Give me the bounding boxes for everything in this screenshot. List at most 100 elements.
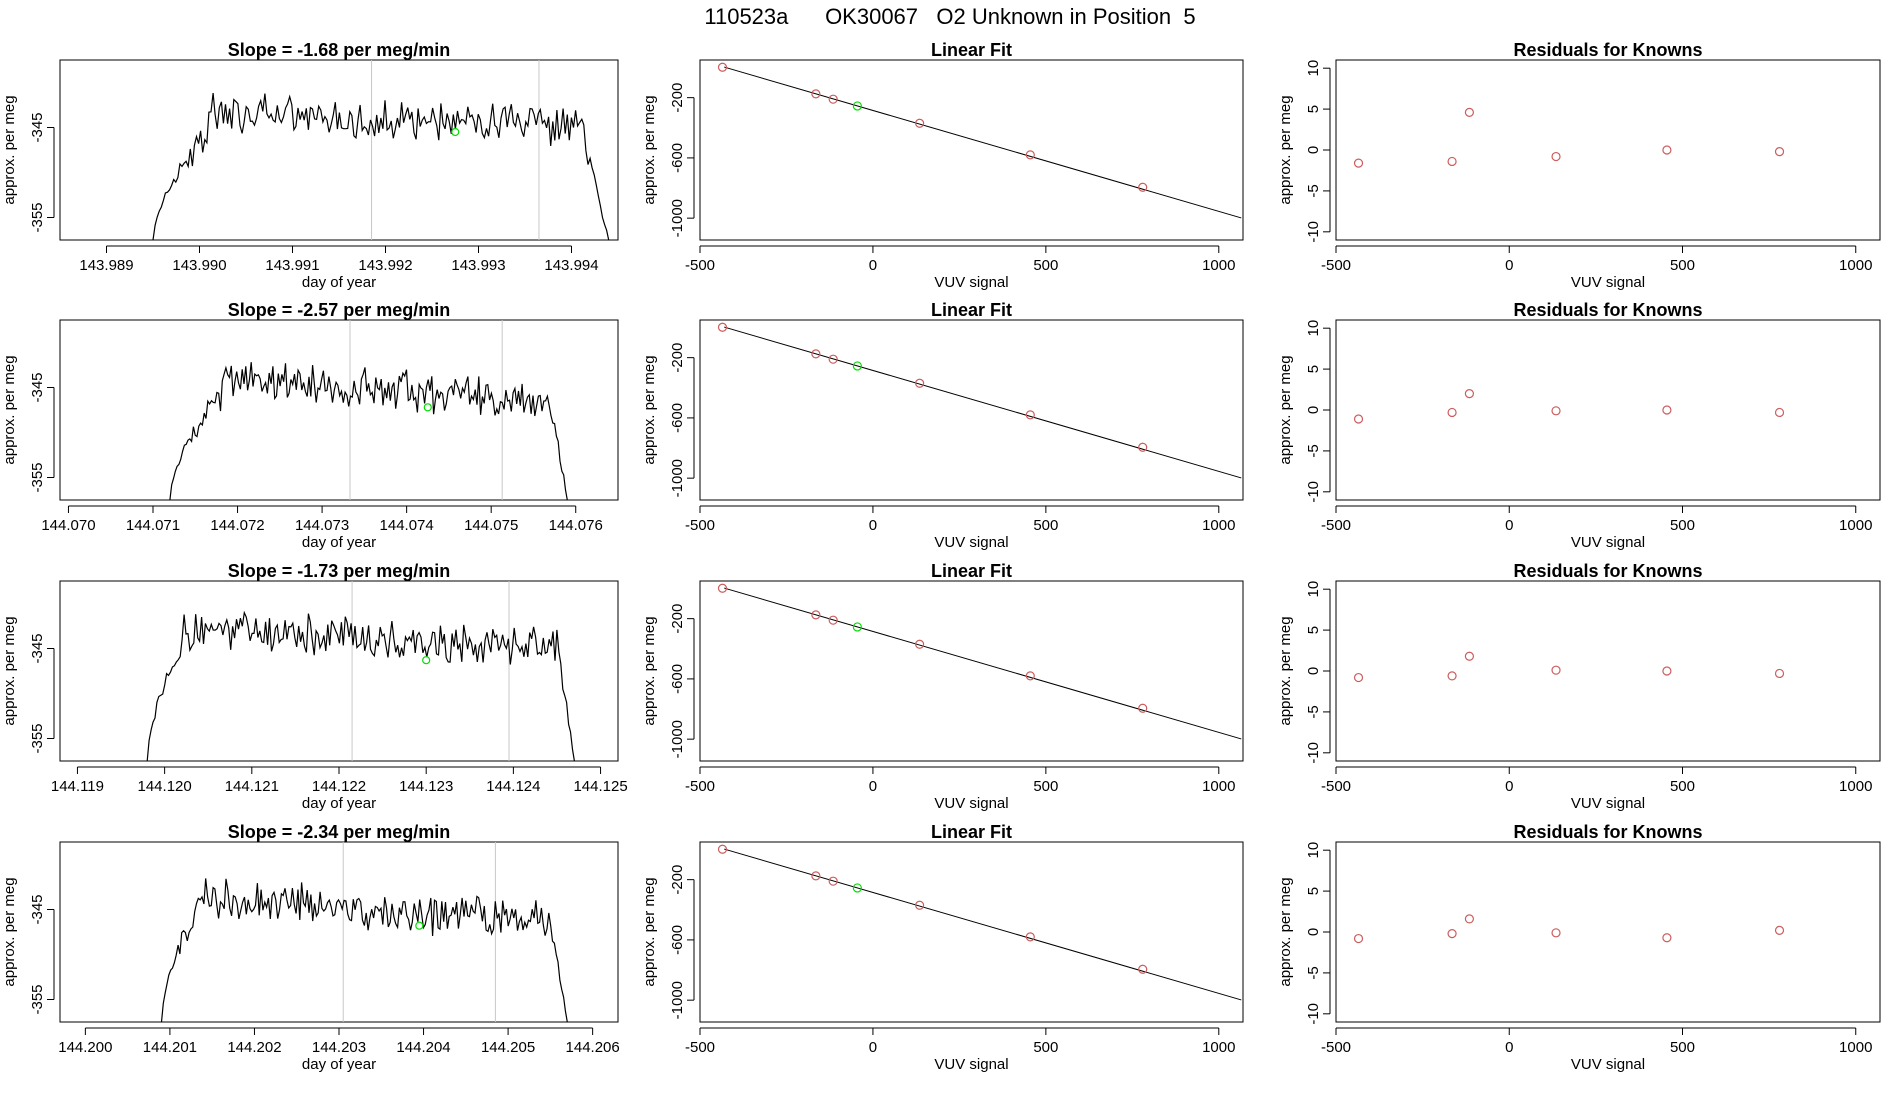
unknown-point: [852, 883, 862, 893]
x-axis-label: VUV signal: [934, 1056, 1008, 1073]
panels-grid: Slope = -1.68 per meg/min 143.989 143.990 1…: [1, 40, 1881, 1073]
x-tick-label: 144.070: [41, 517, 95, 534]
plot-frame: [59, 841, 619, 1023]
x-tick-label: 0: [1505, 1039, 1513, 1056]
x-tick-label: 144.202: [227, 1039, 281, 1056]
panel-time-series-row-1: Slope = -1.68 per meg/min 143.989 143.990 1…: [1, 40, 619, 291]
residual-point: [1774, 147, 1785, 157]
chart-title: Linear Fit: [931, 822, 1012, 842]
plot-frame: [59, 580, 619, 762]
x-axis-label: day of year: [302, 1056, 376, 1073]
y-tick-label: -5: [1305, 705, 1322, 718]
x-tick-label: -500: [1321, 1039, 1351, 1056]
y-tick-label: -200: [669, 604, 686, 634]
data-series-line: [152, 93, 610, 241]
x-tick-label: 500: [1670, 257, 1695, 274]
residual-point: [1551, 151, 1561, 162]
residual-point: [1353, 933, 1364, 944]
plot-frame: [699, 841, 1244, 1023]
panel-linear-fit-row-2: Linear Fit -500 0 500 1000 VUV signal -200 -600…: [641, 300, 1244, 551]
y-axis-label: approx. per meg: [1277, 616, 1294, 725]
x-axis-label: day of year: [302, 795, 376, 812]
chart-title: Residuals for Knowns: [1513, 561, 1702, 581]
known-point: [828, 876, 838, 886]
x-tick-label: 500: [1033, 1039, 1058, 1056]
x-axis-label: VUV signal: [1571, 795, 1645, 812]
x-tick-label: 144.074: [380, 517, 434, 534]
unknown-marker: [415, 921, 424, 930]
residual-point: [1662, 933, 1672, 943]
x-tick-label: 144.124: [486, 778, 540, 795]
y-tick-label: -1000: [669, 720, 686, 758]
y-tick-label: -200: [669, 343, 686, 373]
chart-title: Linear Fit: [931, 300, 1012, 320]
known-point: [828, 354, 838, 364]
x-tick-label: 144.076: [549, 517, 603, 534]
chart-title: Linear Fit: [931, 40, 1012, 60]
x-tick-label: -500: [685, 1039, 715, 1056]
x-tick-label: 0: [1505, 778, 1513, 795]
known-point: [811, 89, 821, 99]
y-axis-label: approx. per meg: [1277, 877, 1294, 986]
y-axis-label: approx. per meg: [1, 877, 18, 986]
y-tick-label: -600: [669, 664, 686, 694]
x-axis-label: day of year: [302, 274, 376, 291]
known-point: [1025, 932, 1035, 942]
known-point: [717, 583, 728, 593]
residual-point: [1551, 665, 1561, 675]
unknown-marker: [423, 403, 432, 412]
y-tick-label: 10: [1305, 320, 1322, 337]
x-tick-label: 143.994: [544, 257, 598, 274]
chart-title: Residuals for Knowns: [1513, 822, 1702, 842]
chart-title: Slope = -1.73 per meg/min: [228, 561, 451, 581]
y-tick-label: 0: [1305, 667, 1322, 675]
residual-point: [1662, 405, 1672, 415]
chart-title: Slope = -1.68 per meg/min: [228, 40, 451, 60]
residual-point: [1464, 914, 1475, 924]
chart-title: Slope = -2.34 per meg/min: [228, 822, 451, 842]
residual-point: [1353, 158, 1364, 168]
panel-residuals-row-2: Residuals for Knowns -500 0 500 1000 VUV sign…: [1277, 300, 1881, 551]
y-tick-label: 5: [1305, 365, 1322, 373]
x-tick-label: 144.075: [464, 517, 518, 534]
plot-frame: [699, 319, 1244, 501]
x-tick-label: 0: [869, 517, 877, 534]
residual-point: [1464, 107, 1475, 117]
x-tick-label: -500: [1321, 778, 1351, 795]
y-tick-label: 5: [1305, 887, 1322, 895]
x-tick-label: 144.073: [295, 517, 349, 534]
known-point: [811, 610, 821, 620]
x-tick-label: -500: [685, 517, 715, 534]
x-tick-label: 1000: [1202, 517, 1235, 534]
y-tick-label: -5: [1305, 444, 1322, 457]
y-axis-label: approx. per meg: [641, 877, 658, 986]
y-tick-label: -5: [1305, 184, 1322, 197]
x-tick-label: 1000: [1202, 1039, 1235, 1056]
known-point: [1025, 150, 1035, 160]
y-tick-label: -355: [29, 462, 46, 492]
residual-point: [1353, 414, 1364, 424]
known-point: [828, 94, 838, 104]
unknown-marker: [422, 656, 431, 665]
plot-frame: [59, 319, 619, 501]
residual-point: [1447, 929, 1457, 939]
residual-point: [1551, 928, 1561, 938]
x-tick-label: 144.200: [58, 1039, 112, 1056]
y-tick-label: -5: [1305, 966, 1322, 979]
x-tick-label: 144.203: [312, 1039, 366, 1056]
x-tick-label: 1000: [1839, 257, 1872, 274]
chart-title: Linear Fit: [931, 561, 1012, 581]
y-tick-label: -355: [29, 202, 46, 232]
data-series-line: [146, 610, 575, 762]
known-point: [717, 322, 728, 332]
panel-linear-fit-row-1: Linear Fit -500 0 500 1000 VUV signal -200 -600…: [641, 40, 1244, 291]
panel-residuals-row-1: Residuals for Knowns -500 0 500 1000 VUV sign…: [1277, 40, 1881, 291]
x-axis-label: VUV signal: [934, 795, 1008, 812]
x-tick-label: 143.991: [265, 257, 319, 274]
x-axis-label: VUV signal: [934, 274, 1008, 291]
unknown-point: [852, 101, 862, 111]
x-tick-label: 144.125: [573, 778, 627, 795]
x-tick-label: 0: [869, 1039, 877, 1056]
x-axis-label: VUV signal: [1571, 534, 1645, 551]
